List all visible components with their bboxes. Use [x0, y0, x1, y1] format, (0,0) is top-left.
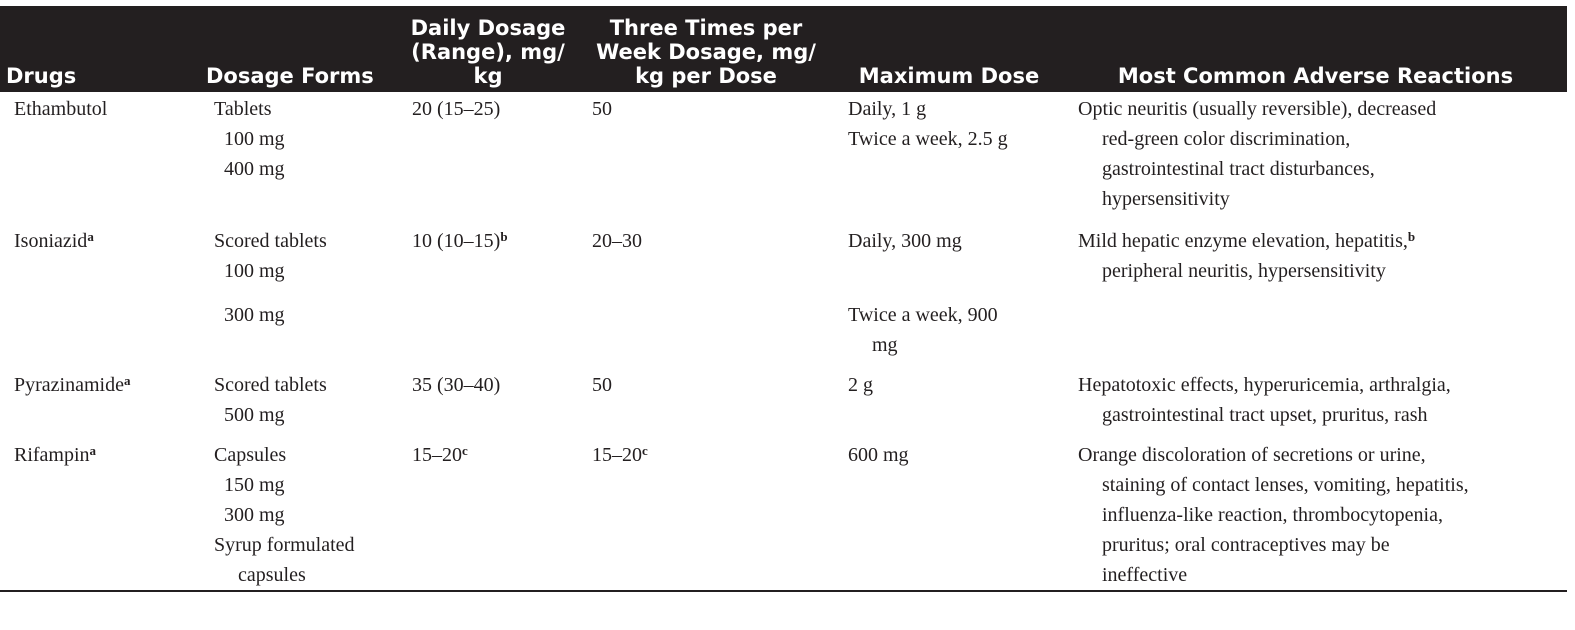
max-line: Daily, 300 mg [848, 230, 962, 252]
max-line: 600 mg [848, 444, 909, 466]
form-line: Scored tablets [214, 374, 327, 396]
cell-max: 600 mg [834, 438, 1064, 592]
form-line: Syrup formulated [214, 534, 355, 556]
adverse-line: staining of contact lenses, vomiting, he… [1102, 474, 1469, 496]
footnote-marker: b [1407, 229, 1416, 244]
three-value: 20–30 [592, 230, 642, 252]
header-daily-dosage-line3: kg [473, 64, 503, 88]
adverse-line: influenza-like reaction, thrombocytopeni… [1102, 504, 1443, 526]
footnote-marker: a [123, 373, 131, 388]
cell-three: 20–30 [578, 224, 834, 360]
footnote-marker: a [87, 229, 94, 244]
daily-value: 10 (10–15) [412, 230, 501, 252]
table-row-isoniazid: Isoniazida Scored tablets 100 mg 300 mg … [0, 224, 1567, 360]
three-value: 50 [592, 98, 612, 120]
max-line: Twice a week, 900 [848, 304, 998, 326]
footnote-marker: c [462, 443, 468, 458]
footnote-marker: c [642, 443, 648, 458]
cell-adverse: Optic neuritis (usually reversible), dec… [1064, 92, 1567, 214]
drug-name: Isoniazid [14, 230, 88, 252]
header-maximum-dose: Maximum Dose [858, 64, 1040, 88]
header-row: Drugs Dosage Forms Daily Dosage (Range),… [0, 6, 1567, 92]
table-row-ethambutol: Ethambutol Tablets 100 mg 400 mg 20 (15–… [0, 92, 1567, 214]
daily-value: 20 (15–25) [412, 98, 501, 120]
cell-adverse: Mild hepatic enzyme elevation, hepatitis… [1064, 224, 1567, 360]
cell-forms: Scored tablets 500 mg [200, 368, 398, 430]
tb-drug-table: Drugs Dosage Forms Daily Dosage (Range),… [0, 6, 1567, 592]
form-line: 300 mg [224, 304, 285, 326]
form-line: 100 mg [224, 260, 285, 282]
header-adverse-reactions: Most Common Adverse Reactions [1117, 64, 1514, 88]
adverse-line: hypersensitivity [1102, 188, 1230, 210]
three-value: 50 [592, 374, 612, 396]
three-value: 15–20 [592, 444, 642, 466]
header-three-times-line2: Week Dosage, mg/ [596, 40, 816, 64]
adverse-line: pruritus; oral contraceptives may be [1102, 534, 1390, 556]
cell-three: 15–20c [578, 438, 834, 592]
drug-table-container: Drugs Dosage Forms Daily Dosage (Range),… [0, 6, 1567, 592]
cell-drug: Ethambutol [0, 92, 200, 214]
cell-forms: Capsules 150 mg 300 mg Syrup formulated … [200, 438, 398, 592]
form-line: 500 mg [224, 404, 285, 426]
form-line: Capsules [214, 444, 287, 466]
cell-max: 2 g [834, 368, 1064, 430]
form-line: capsules [238, 564, 306, 586]
footnote-marker: a [89, 443, 97, 458]
cell-adverse: Orange discoloration of secretions or ur… [1064, 438, 1567, 592]
max-line: mg [872, 334, 898, 356]
cell-max: Daily, 1 g Twice a week, 2.5 g [834, 92, 1064, 214]
form-line: Scored tablets [214, 230, 327, 252]
drug-name: Pyrazinamide [14, 374, 124, 396]
header-daily-dosage-line2: (Range), mg/ [411, 40, 565, 64]
adverse-text: Mild hepatic enzyme elevation, hepatitis… [1078, 230, 1408, 252]
daily-value: 15–20 [412, 444, 462, 466]
cell-adverse: Hepatotoxic effects, hyperuricemia, arth… [1064, 368, 1567, 430]
form-line: 100 mg [224, 128, 285, 150]
cell-daily: 35 (30–40) [398, 368, 578, 430]
header-three-times-line1: Three Times per [609, 16, 803, 40]
adverse-line: peripheral neuritis, hypersensitivity [1102, 260, 1386, 282]
header-daily-dosage-line1: Daily Dosage [410, 16, 566, 40]
cell-forms: Scored tablets 100 mg 300 mg [200, 224, 398, 360]
table-row-pyrazinamide: Pyrazinamidea Scored tablets 500 mg 35 (… [0, 368, 1567, 430]
header-daily-dosage: Daily Dosage (Range), mg/ kg [398, 6, 578, 92]
cell-three: 50 [578, 92, 834, 214]
header-three-times-line3: kg per Dose [635, 64, 777, 88]
adverse-line: red-green color discrimination, [1102, 128, 1351, 150]
cell-daily: 20 (15–25) [398, 92, 578, 214]
adverse-line: Mild hepatic enzyme elevation, hepatitis… [1078, 226, 1559, 256]
adverse-line: Orange discoloration of secretions or ur… [1078, 444, 1426, 466]
form-line: 150 mg [224, 474, 285, 496]
cell-drug: Rifampina [0, 438, 200, 592]
drug-name: Rifampin [14, 444, 90, 466]
cell-drug: Isoniazida [0, 224, 200, 360]
adverse-line: ineffective [1102, 564, 1188, 586]
form-line: 400 mg [224, 158, 285, 180]
max-line: Daily, 1 g [848, 98, 927, 120]
cell-daily: 15–20c [398, 438, 578, 592]
cell-drug: Pyrazinamidea [0, 368, 200, 430]
form-line: Tablets [214, 98, 272, 120]
cell-forms: Tablets 100 mg 400 mg [200, 92, 398, 214]
adverse-line: gastrointestinal tract upset, pruritus, … [1102, 404, 1428, 426]
adverse-line: gastrointestinal tract disturbances, [1102, 158, 1375, 180]
max-line: Twice a week, 2.5 g [848, 128, 1008, 150]
header-dosage-forms: Dosage Forms [206, 64, 374, 88]
daily-value: 35 (30–40) [412, 374, 501, 396]
header-three-times: Three Times per Week Dosage, mg/ kg per … [578, 6, 834, 92]
cell-max: Daily, 300 mg Twice a week, 900 mg [834, 224, 1064, 360]
footnote-marker: b [500, 229, 508, 244]
form-line: 300 mg [224, 504, 285, 526]
cell-daily: 10 (10–15)b [398, 224, 578, 360]
adverse-line: Optic neuritis (usually reversible), dec… [1078, 98, 1437, 120]
max-line: 2 g [848, 374, 873, 396]
table-row-rifampin: Rifampina Capsules 150 mg 300 mg Syrup f… [0, 438, 1567, 592]
cell-three: 50 [578, 368, 834, 430]
header-drugs: Drugs [6, 64, 77, 88]
drug-name: Ethambutol [14, 98, 108, 120]
adverse-line: Hepatotoxic effects, hyperuricemia, arth… [1078, 374, 1451, 396]
